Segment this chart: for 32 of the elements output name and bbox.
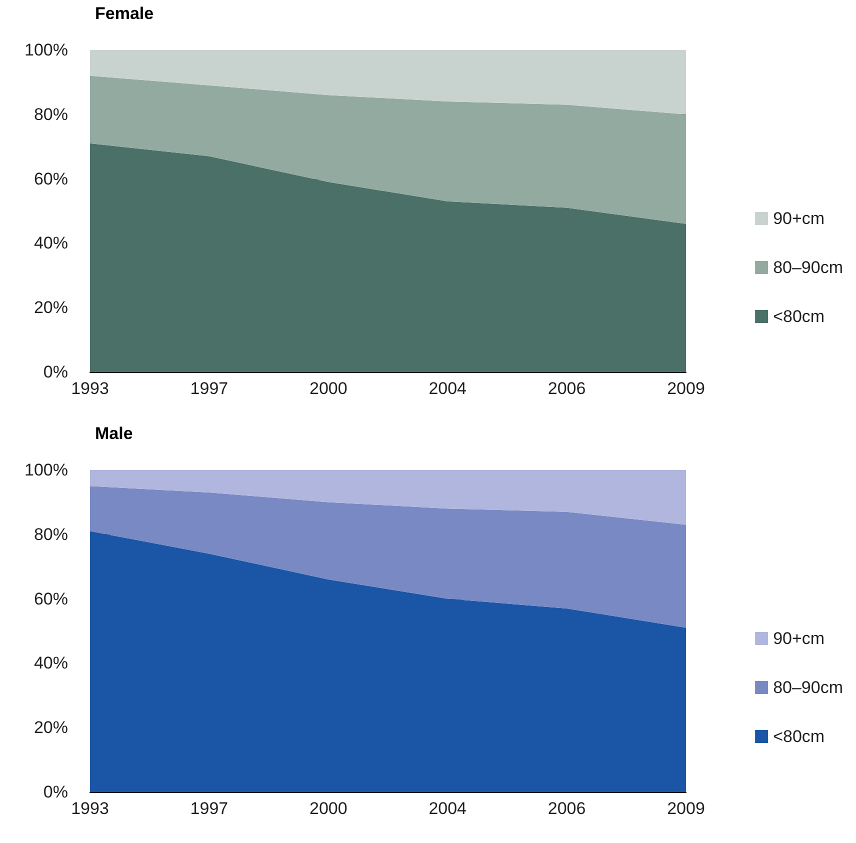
x-tick-label: 2004 [428, 799, 467, 818]
y-tick-label: 80% [34, 104, 68, 124]
x-tick-label: 2000 [309, 799, 348, 818]
chart-title: Female [95, 4, 154, 23]
y-tick-label: 40% [34, 234, 68, 253]
x-tick-label: 1997 [190, 799, 228, 818]
x-tick-label: 2009 [667, 379, 705, 398]
legend-label: 80–90cm [773, 258, 844, 277]
y-tick-label: 80% [34, 524, 68, 544]
y-tick-label: 40% [34, 654, 68, 673]
x-tick-label: 2000 [309, 379, 348, 398]
legend-label: <80cm [773, 307, 825, 326]
y-tick-label: 20% [34, 718, 68, 738]
y-tick-label: 100% [24, 40, 68, 60]
x-tick-label: 1993 [71, 379, 109, 398]
y-tick-label: 0% [43, 782, 68, 802]
x-tick-label: 1993 [71, 799, 109, 818]
x-tick-label: 2004 [428, 379, 467, 398]
legend-label: <80cm [773, 727, 825, 746]
y-tick-label: 0% [43, 362, 68, 382]
chart-title: Male [95, 424, 133, 443]
legend-label: 90+cm [773, 629, 825, 648]
legend-label: 90+cm [773, 209, 825, 228]
x-tick-label: 2006 [548, 799, 586, 818]
y-tick-label: 60% [34, 169, 68, 188]
x-tick-label: 2009 [667, 799, 705, 818]
y-tick-label: 20% [34, 298, 68, 318]
y-tick-label: 60% [34, 589, 68, 608]
x-tick-label: 1997 [190, 379, 228, 398]
y-tick-label: 100% [24, 460, 68, 480]
x-tick-label: 2006 [548, 379, 586, 398]
legend-label: 80–90cm [773, 678, 844, 697]
